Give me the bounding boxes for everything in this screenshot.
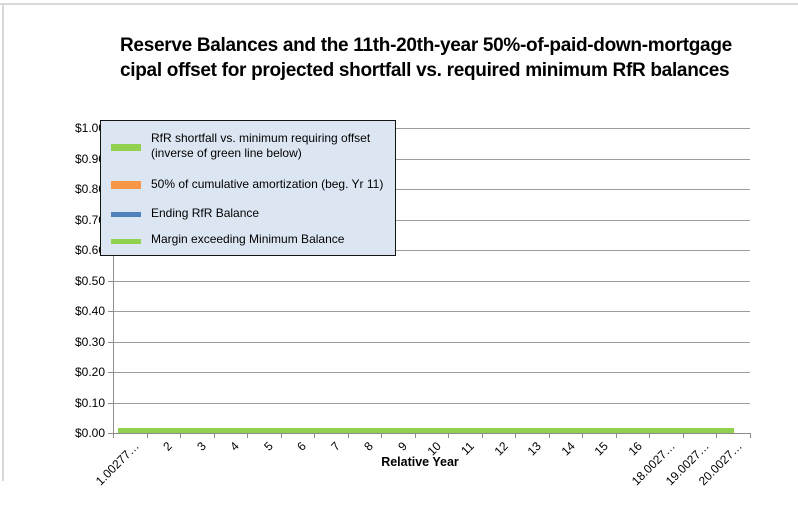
y-axis-label: $0.70 bbox=[74, 212, 105, 227]
y-axis-label: $0.90 bbox=[74, 151, 105, 166]
y-axis-line bbox=[113, 128, 114, 438]
legend-item-label: 50% of cumulative amortization (beg. Yr … bbox=[151, 177, 384, 191]
legend-swatch-blue-line bbox=[111, 212, 141, 217]
y-axis-tick bbox=[108, 311, 113, 312]
y-gridline bbox=[113, 280, 750, 282]
y-axis-label: $0.50 bbox=[74, 273, 105, 288]
x-axis-tick bbox=[515, 433, 517, 438]
x-axis-tick bbox=[716, 433, 718, 438]
x-axis-tick bbox=[247, 433, 249, 438]
x-axis-tick bbox=[582, 433, 584, 438]
y-gridline bbox=[113, 341, 750, 343]
chart-frame-left-border bbox=[2, 3, 4, 481]
x-axis-tick bbox=[481, 433, 483, 438]
x-axis-tick bbox=[113, 433, 114, 438]
legend[interactable]: RfR shortfall vs. minimum requiring offs… bbox=[100, 120, 396, 256]
y-axis-label: $0.40 bbox=[74, 304, 105, 318]
y-axis-tick bbox=[108, 402, 113, 404]
x-axis-title: Relative Year bbox=[381, 455, 459, 469]
x-axis-tick bbox=[548, 433, 550, 438]
y-axis-tick bbox=[108, 372, 113, 373]
x-axis-tick bbox=[213, 433, 215, 438]
y-axis-tick bbox=[108, 280, 113, 282]
y-axis-label: $0.10 bbox=[74, 395, 105, 410]
legend-swatch-orange-line bbox=[111, 181, 141, 189]
legend-swatch-green-line bbox=[111, 239, 141, 244]
x-axis-tick bbox=[649, 433, 651, 438]
x-axis-tick bbox=[448, 433, 450, 438]
legend-item-label-line2: (inverse of green line below) bbox=[151, 146, 302, 160]
margin-series-line[interactable] bbox=[118, 428, 734, 433]
excel-chart-screenshot: { "title": { "line1": "Reserve Balances … bbox=[0, 3, 798, 489]
y-axis-label: $0.20 bbox=[74, 365, 105, 379]
legend-item-label: Margin exceeding Minimum Balance bbox=[151, 232, 345, 246]
y-axis-tick bbox=[108, 433, 113, 434]
y-gridline bbox=[113, 189, 750, 190]
x-axis-tick bbox=[314, 433, 316, 438]
y-axis-tick bbox=[108, 341, 113, 343]
y-gridline bbox=[113, 402, 750, 404]
legend-swatch-green-line bbox=[111, 144, 141, 151]
chart-title: Reserve Balances and the 11th-20th-year … bbox=[120, 33, 798, 83]
x-axis-tick bbox=[615, 433, 617, 438]
x-axis-tick bbox=[414, 433, 416, 438]
x-axis-tick bbox=[180, 433, 182, 438]
x-axis-tick bbox=[347, 433, 349, 438]
x-axis-tick bbox=[750, 433, 751, 438]
y-gridline bbox=[113, 128, 750, 129]
chart-frame-top-border bbox=[0, 3, 798, 5]
y-gridline bbox=[113, 311, 750, 312]
y-axis-label: $0.30 bbox=[74, 334, 105, 349]
chart-title-line-1: Reserve Balances and the 11th-20th-year … bbox=[120, 35, 732, 56]
y-axis-label: $1.00 bbox=[74, 121, 105, 135]
y-gridline bbox=[113, 158, 750, 160]
x-axis-tick bbox=[381, 433, 383, 438]
y-axis-label: $0.60 bbox=[74, 243, 105, 257]
y-gridline bbox=[113, 372, 750, 373]
x-axis-tick bbox=[146, 433, 148, 438]
x-axis-line bbox=[113, 433, 750, 434]
legend-item-label: RfR shortfall vs. minimum requiring offs… bbox=[151, 131, 371, 160]
x-axis-tick bbox=[682, 433, 684, 438]
y-gridline bbox=[113, 250, 750, 251]
chart-title-line-2: cipal offset for projected shortfall vs.… bbox=[120, 60, 730, 81]
y-axis-label: $0.00 bbox=[74, 426, 105, 440]
y-axis-label: $0.80 bbox=[74, 182, 105, 196]
y-gridline bbox=[113, 219, 750, 221]
legend-item-label: Ending RfR Balance bbox=[151, 206, 260, 220]
x-axis-tick bbox=[280, 433, 282, 438]
